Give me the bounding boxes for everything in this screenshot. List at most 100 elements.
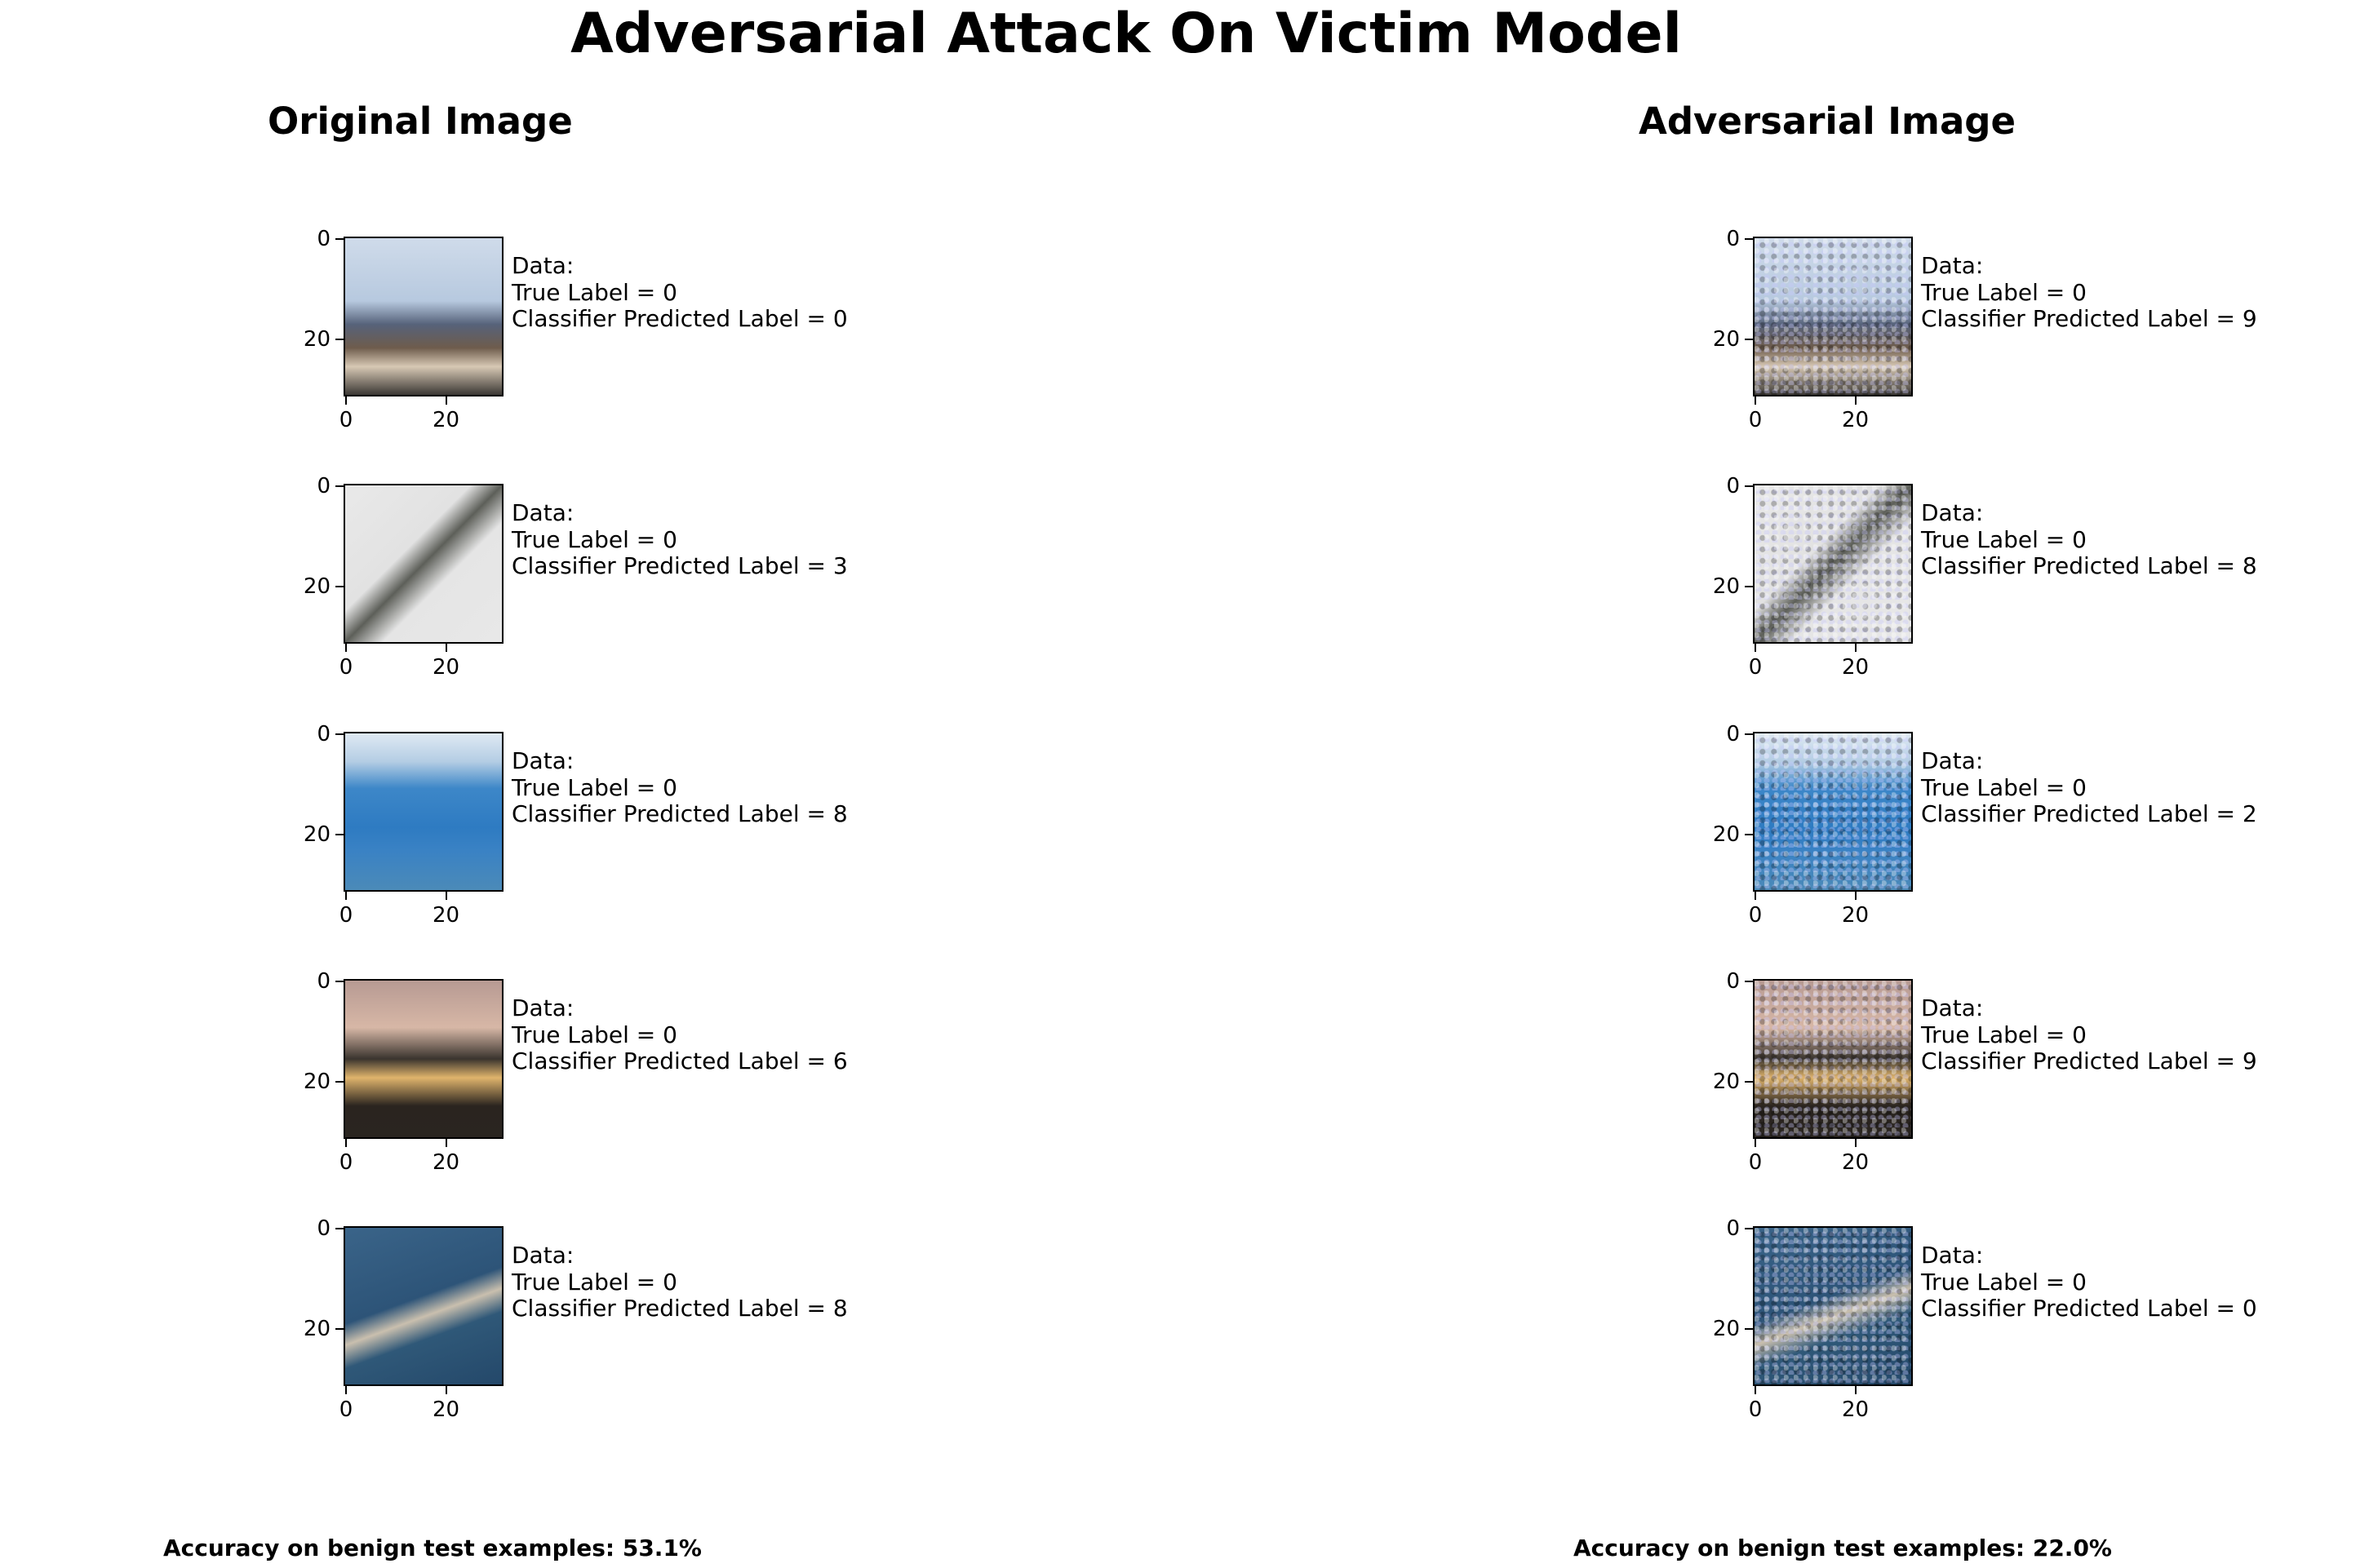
true-label-text: True Label = 0 bbox=[512, 278, 677, 306]
predicted-label-text: Classifier Predicted Label = 2 bbox=[1921, 800, 2257, 827]
true-label-text: True Label = 0 bbox=[512, 1021, 677, 1048]
y-tick-mark bbox=[1745, 485, 1753, 488]
data-label: Data: bbox=[1921, 1242, 1984, 1269]
thumbnail-image bbox=[345, 238, 502, 395]
true-label-text: True Label = 0 bbox=[1921, 1268, 2087, 1296]
true-label-text: True Label = 0 bbox=[512, 525, 677, 553]
y-tick-label: 0 bbox=[317, 474, 331, 499]
x-tick-label: 0 bbox=[339, 655, 353, 680]
x-tick-mark bbox=[1755, 644, 1757, 652]
x-tick-label: 20 bbox=[1842, 655, 1870, 680]
predicted-label-text: Classifier Predicted Label = 0 bbox=[512, 305, 848, 332]
perturbation-noise bbox=[1755, 1228, 1911, 1384]
x-tick-mark bbox=[445, 396, 447, 405]
image-axes bbox=[344, 1226, 504, 1386]
x-tick-mark bbox=[445, 644, 447, 652]
x-tick-label: 0 bbox=[1748, 903, 1763, 928]
y-tick-label: 0 bbox=[1726, 227, 1740, 252]
x-tick-mark bbox=[345, 892, 348, 900]
y-tick-mark bbox=[1745, 1228, 1753, 1230]
y-tick-mark bbox=[335, 338, 344, 340]
thumbnail-image bbox=[345, 981, 502, 1137]
data-label: Data: bbox=[1921, 747, 1984, 774]
x-tick-mark bbox=[1854, 644, 1857, 652]
x-tick-label: 0 bbox=[339, 1150, 353, 1175]
x-tick-mark bbox=[445, 1386, 447, 1394]
image-axes bbox=[1753, 237, 1913, 396]
data-label: Data: bbox=[1921, 252, 1984, 279]
x-tick-label: 0 bbox=[339, 1397, 353, 1422]
accuracy-adversarial: Accuracy on benign test examples: 22.0% bbox=[1573, 1535, 2112, 1561]
column-title-adversarial: Adversarial Image bbox=[1639, 100, 2016, 143]
predicted-label-text: Classifier Predicted Label = 9 bbox=[1921, 305, 2257, 332]
x-tick-mark bbox=[1755, 1139, 1757, 1147]
x-tick-label: 20 bbox=[1842, 408, 1870, 432]
thumbnail-image bbox=[1755, 981, 1911, 1137]
true-label-text: True Label = 0 bbox=[512, 1268, 677, 1296]
y-tick-mark bbox=[335, 833, 344, 835]
y-tick-mark bbox=[335, 733, 344, 736]
y-tick-label: 20 bbox=[1712, 574, 1740, 599]
image-axes bbox=[344, 732, 504, 892]
panel-info: Data: True Label = 0 Classifier Predicted … bbox=[1921, 747, 2257, 828]
x-tick-label: 0 bbox=[339, 408, 353, 432]
y-tick-label: 0 bbox=[1726, 474, 1740, 499]
y-tick-label: 0 bbox=[317, 1216, 331, 1242]
data-label: Data: bbox=[512, 994, 575, 1021]
y-tick-mark bbox=[1745, 833, 1753, 835]
perturbation-noise bbox=[1755, 981, 1911, 1137]
panel-info: Data: True Label = 0 Classifier Predicted … bbox=[512, 747, 848, 828]
y-tick-mark bbox=[335, 1080, 344, 1083]
data-label: Data: bbox=[512, 1242, 575, 1269]
predicted-label-text: Classifier Predicted Label = 6 bbox=[512, 1048, 848, 1074]
x-tick-label: 20 bbox=[433, 1397, 460, 1422]
x-tick-mark bbox=[1755, 1386, 1757, 1394]
x-tick-mark bbox=[345, 396, 348, 405]
predicted-label-text: Classifier Predicted Label = 8 bbox=[1921, 552, 2257, 579]
y-tick-mark bbox=[1745, 585, 1753, 587]
y-tick-mark bbox=[1745, 981, 1753, 983]
panel-info: Data: True Label = 0 Classifier Predicted … bbox=[1921, 994, 2257, 1075]
panel-info: Data: True Label = 0 Classifier Predicted … bbox=[1921, 499, 2257, 580]
x-tick-label: 20 bbox=[433, 903, 460, 928]
x-tick-mark bbox=[1854, 1139, 1857, 1147]
thumbnail-image bbox=[1755, 485, 1911, 642]
y-tick-mark bbox=[1745, 1080, 1753, 1083]
predicted-label-text: Classifier Predicted Label = 3 bbox=[512, 552, 848, 579]
predicted-label-text: Classifier Predicted Label = 9 bbox=[1921, 1048, 2257, 1074]
y-tick-mark bbox=[335, 1327, 344, 1330]
true-label-text: True Label = 0 bbox=[1921, 773, 2087, 801]
panel-info: Data: True Label = 0 Classifier Predicted … bbox=[512, 1242, 848, 1322]
x-tick-label: 20 bbox=[1842, 903, 1870, 928]
y-tick-mark bbox=[1745, 238, 1753, 241]
data-label: Data: bbox=[1921, 499, 1984, 526]
accuracy-original: Accuracy on benign test examples: 53.1% bbox=[163, 1535, 702, 1561]
y-tick-mark bbox=[335, 485, 344, 488]
data-label: Data: bbox=[512, 747, 575, 774]
true-label-text: True Label = 0 bbox=[1921, 1021, 2087, 1048]
panel-info: Data: True Label = 0 Classifier Predicted … bbox=[1921, 1242, 2257, 1322]
x-tick-mark bbox=[1755, 892, 1757, 900]
panel-info: Data: True Label = 0 Classifier Predicted … bbox=[512, 994, 848, 1075]
x-tick-mark bbox=[445, 1139, 447, 1147]
image-axes bbox=[1753, 732, 1913, 892]
thumbnail-image bbox=[345, 733, 502, 890]
data-label: Data: bbox=[512, 252, 575, 279]
y-tick-label: 20 bbox=[1712, 326, 1740, 352]
x-tick-label: 0 bbox=[339, 903, 353, 928]
y-tick-mark bbox=[1745, 338, 1753, 340]
y-tick-mark bbox=[335, 238, 344, 241]
y-tick-mark bbox=[335, 981, 344, 983]
thumbnail-image bbox=[345, 485, 502, 642]
predicted-label-text: Classifier Predicted Label = 8 bbox=[512, 1295, 848, 1322]
x-tick-mark bbox=[1854, 1386, 1857, 1394]
true-label-text: True Label = 0 bbox=[1921, 278, 2087, 306]
x-tick-mark bbox=[445, 892, 447, 900]
x-tick-mark bbox=[345, 1386, 348, 1394]
predicted-label-text: Classifier Predicted Label = 0 bbox=[1921, 1295, 2257, 1322]
panel-info: Data: True Label = 0 Classifier Predicted … bbox=[512, 499, 848, 580]
x-tick-label: 20 bbox=[1842, 1150, 1870, 1175]
predicted-label-text: Classifier Predicted Label = 8 bbox=[512, 800, 848, 827]
panel-info: Data: True Label = 0 Classifier Predicted … bbox=[1921, 252, 2257, 333]
perturbation-noise bbox=[1755, 485, 1911, 642]
